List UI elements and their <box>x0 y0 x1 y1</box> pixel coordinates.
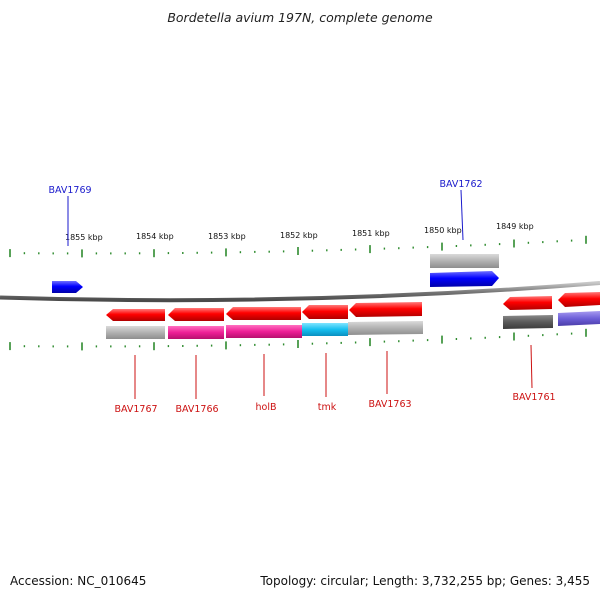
scale-label-1852: 1852 kbp <box>280 231 318 240</box>
gene-bar-bav1767[interactable] <box>106 326 165 339</box>
gene-label-holb[interactable]: holB <box>256 402 277 413</box>
leader-line-bav1762 <box>460 189 464 241</box>
gene-label-bav1761[interactable]: BAV1761 <box>512 392 555 403</box>
scale-ticks-lower <box>9 328 587 351</box>
scale-label-1851: 1851 kbp <box>352 229 390 238</box>
gene-bar-holb[interactable] <box>226 325 302 338</box>
scale-label-1853: 1853 kbp <box>208 232 246 241</box>
scale-ticks-upper <box>9 235 587 258</box>
gene-bar-bav1762-gray[interactable] <box>430 254 499 268</box>
gene-arrow-next[interactable] <box>558 292 600 307</box>
gene-bar-next[interactable] <box>558 311 600 326</box>
genome-backbone <box>0 281 600 303</box>
gene-label-bav1769[interactable]: BAV1769 <box>48 185 91 196</box>
gene-arrow-holb[interactable] <box>226 307 301 320</box>
gene-label-bav1762[interactable]: BAV1762 <box>439 179 482 190</box>
gene-arrow-bav1766[interactable] <box>168 308 224 321</box>
gene-arrow-tmk[interactable] <box>302 305 348 319</box>
gene-arrow-bav1767[interactable] <box>106 309 165 321</box>
gene-bar-tmk[interactable] <box>302 323 348 336</box>
gene-label-bav1766[interactable]: BAV1766 <box>175 404 218 415</box>
gene-arrow-bav1769[interactable] <box>52 281 83 293</box>
gene-bar-bav1763[interactable] <box>348 321 423 335</box>
gene-label-tmk[interactable]: tmk <box>318 402 337 413</box>
leader-line-bav1761 <box>530 344 533 389</box>
gene-arrow-bav1762[interactable] <box>430 271 499 287</box>
scale-label-1855: 1855 kbp <box>65 233 103 242</box>
gene-bar-bav1766[interactable] <box>168 326 224 339</box>
scale-label-1850: 1850 kbp <box>424 226 462 235</box>
accession-label: Accession: NC_010645 <box>10 574 147 588</box>
genome-title: Bordetella avium 197N, complete genome <box>167 10 433 25</box>
gene-bar-bav1761[interactable] <box>503 315 553 329</box>
gene-label-bav1767[interactable]: BAV1767 <box>114 404 157 415</box>
gene-arrow-bav1761[interactable] <box>503 296 552 310</box>
gene-arrow-bav1763[interactable] <box>349 302 422 317</box>
gene-label-bav1763[interactable]: BAV1763 <box>368 399 411 410</box>
topology-summary: Topology: circular; Length: 3,732,255 bp… <box>260 574 590 588</box>
scale-label-1854: 1854 kbp <box>136 232 174 241</box>
scale-label-1849: 1849 kbp <box>496 222 534 231</box>
